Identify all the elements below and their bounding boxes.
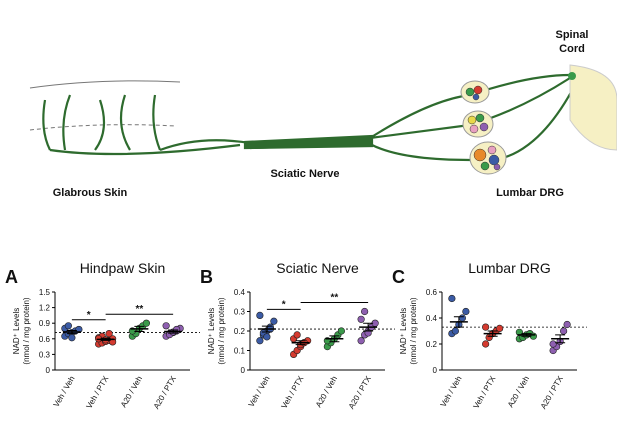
significance-label: * — [87, 310, 91, 321]
data-point — [451, 327, 459, 335]
data-point — [256, 337, 264, 345]
skin-surface — [29, 80, 181, 89]
y-tick-label: 0.2 — [426, 340, 438, 349]
skin-dermis — [29, 124, 176, 131]
data-point — [448, 294, 456, 303]
y-axis-label: NAD⁺ Levels — [12, 308, 21, 354]
data-point — [68, 334, 76, 342]
data-point — [105, 330, 113, 338]
error-bar — [521, 333, 532, 337]
x-tick-label: A20 / PTX — [539, 374, 565, 411]
sciatic-bundle — [243, 134, 374, 150]
y-axis-label: (nmol / mg protein) — [217, 297, 226, 364]
diagram-label: Spinal — [555, 29, 588, 41]
x-tick-label: A20 / Veh — [119, 375, 144, 410]
drg-cells — [465, 85, 501, 171]
chart-title: Hindpaw Skin — [80, 260, 166, 276]
x-tick-label: Veh / PTX — [85, 374, 111, 410]
data-point — [357, 337, 365, 345]
cord-neuron — [568, 72, 576, 80]
chart-title: Sciatic Nerve — [276, 260, 359, 276]
data-point — [64, 322, 72, 330]
x-tick-label: Veh / Veh — [247, 375, 272, 409]
data-point — [496, 324, 504, 333]
y-tick-label: 0 — [433, 366, 438, 375]
y-axis-label: NAD⁺ Levels — [207, 308, 216, 354]
panel-letter: A — [5, 267, 18, 287]
data-point — [337, 327, 345, 335]
error-bar — [363, 322, 374, 332]
diagram-label: Glabrous Skin — [53, 187, 128, 199]
data-point — [458, 314, 466, 322]
data-point — [462, 307, 470, 316]
diagram-label: Cord — [559, 43, 585, 55]
diagram — [29, 73, 576, 163]
error-bar — [134, 325, 145, 333]
y-axis-label: NAD⁺ Levels — [399, 308, 408, 354]
y-axis-label: (nmol / mg protein) — [409, 297, 418, 364]
x-tick-label: A20 / PTX — [152, 374, 178, 411]
x-tick-label: Veh / PTX — [280, 374, 306, 410]
y-tick-label: 1.2 — [39, 304, 51, 313]
y-tick-label: 0.9 — [39, 319, 51, 328]
data-point — [142, 319, 150, 327]
y-tick-label: 0.6 — [426, 288, 438, 297]
x-tick-label: Veh / Veh — [439, 375, 464, 409]
y-tick-label: 0.3 — [234, 308, 246, 317]
significance-label: ** — [330, 293, 338, 304]
y-tick-label: 0.4 — [426, 314, 438, 323]
x-tick-label: A20 / Veh — [314, 375, 339, 410]
data-point — [563, 320, 571, 329]
x-tick-label: Veh / PTX — [472, 374, 498, 410]
data-point — [560, 327, 568, 335]
error-bar — [100, 337, 111, 341]
error-bar — [453, 316, 464, 328]
chart-title: Lumbar DRG — [468, 260, 550, 276]
data-point — [162, 322, 170, 330]
data-point — [256, 311, 264, 320]
diagram-label: Sciatic Nerve — [270, 168, 339, 180]
panel-letter: B — [200, 267, 213, 287]
panel-letter: C — [392, 267, 405, 287]
y-tick-label: 1.5 — [39, 288, 51, 297]
y-tick-label: 0.3 — [39, 350, 51, 359]
error-bar — [487, 330, 498, 337]
data-point — [293, 331, 301, 339]
y-tick-label: 0.4 — [234, 288, 246, 297]
y-tick-label: 0.1 — [234, 347, 246, 356]
x-tick-label: Veh / Veh — [52, 375, 77, 409]
data-point — [482, 323, 490, 331]
significance-label: * — [282, 299, 286, 310]
y-tick-label: 0.2 — [234, 327, 246, 336]
y-tick-label: 0.6 — [39, 335, 51, 344]
error-bar — [295, 340, 306, 346]
error-bar — [66, 329, 77, 335]
x-tick-label: A20 / Veh — [506, 375, 531, 410]
y-tick-label: 0 — [241, 366, 246, 375]
error-bar — [555, 334, 566, 344]
error-bar — [261, 325, 272, 333]
skin-fibers — [42, 94, 241, 156]
x-tick-label: A20 / PTX — [347, 374, 373, 411]
data-point — [549, 340, 557, 348]
data-point — [357, 315, 365, 323]
error-bar — [329, 335, 340, 343]
y-tick-label: 0 — [46, 366, 51, 375]
data-point — [270, 317, 278, 325]
error-bar — [168, 329, 179, 334]
data-point — [482, 340, 490, 348]
significance-label: ** — [135, 304, 143, 315]
y-axis-label: (nmol / mg protein) — [22, 297, 31, 364]
spinal-cord — [569, 64, 617, 151]
data-point — [361, 307, 369, 316]
diagram-label: Lumbar DRG — [496, 187, 564, 199]
data-point — [263, 333, 271, 341]
